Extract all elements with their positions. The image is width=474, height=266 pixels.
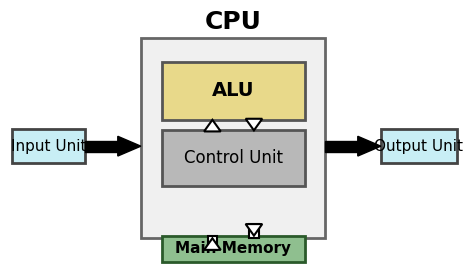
Text: Control Unit: Control Unit [183,149,283,167]
Bar [249,119,258,120]
Bar [208,130,217,131]
Polygon shape [118,136,141,156]
Text: ALU: ALU [212,81,255,100]
Text: Main Memory: Main Memory [175,241,291,256]
Bar [162,236,305,262]
Bar [326,140,358,152]
Text: Input Unit: Input Unit [11,139,86,154]
Bar [249,224,258,238]
Bar [141,38,326,238]
Bar [85,140,118,152]
Bar [381,129,457,163]
Polygon shape [204,120,221,131]
Bar [208,236,217,250]
Polygon shape [246,119,262,130]
Polygon shape [246,224,262,236]
Polygon shape [204,238,221,250]
Text: CPU: CPU [205,10,262,34]
Bar [162,130,305,186]
Bar [12,129,85,163]
Text: Output Unit: Output Unit [374,139,464,154]
Polygon shape [358,136,381,156]
Bar [162,62,305,120]
